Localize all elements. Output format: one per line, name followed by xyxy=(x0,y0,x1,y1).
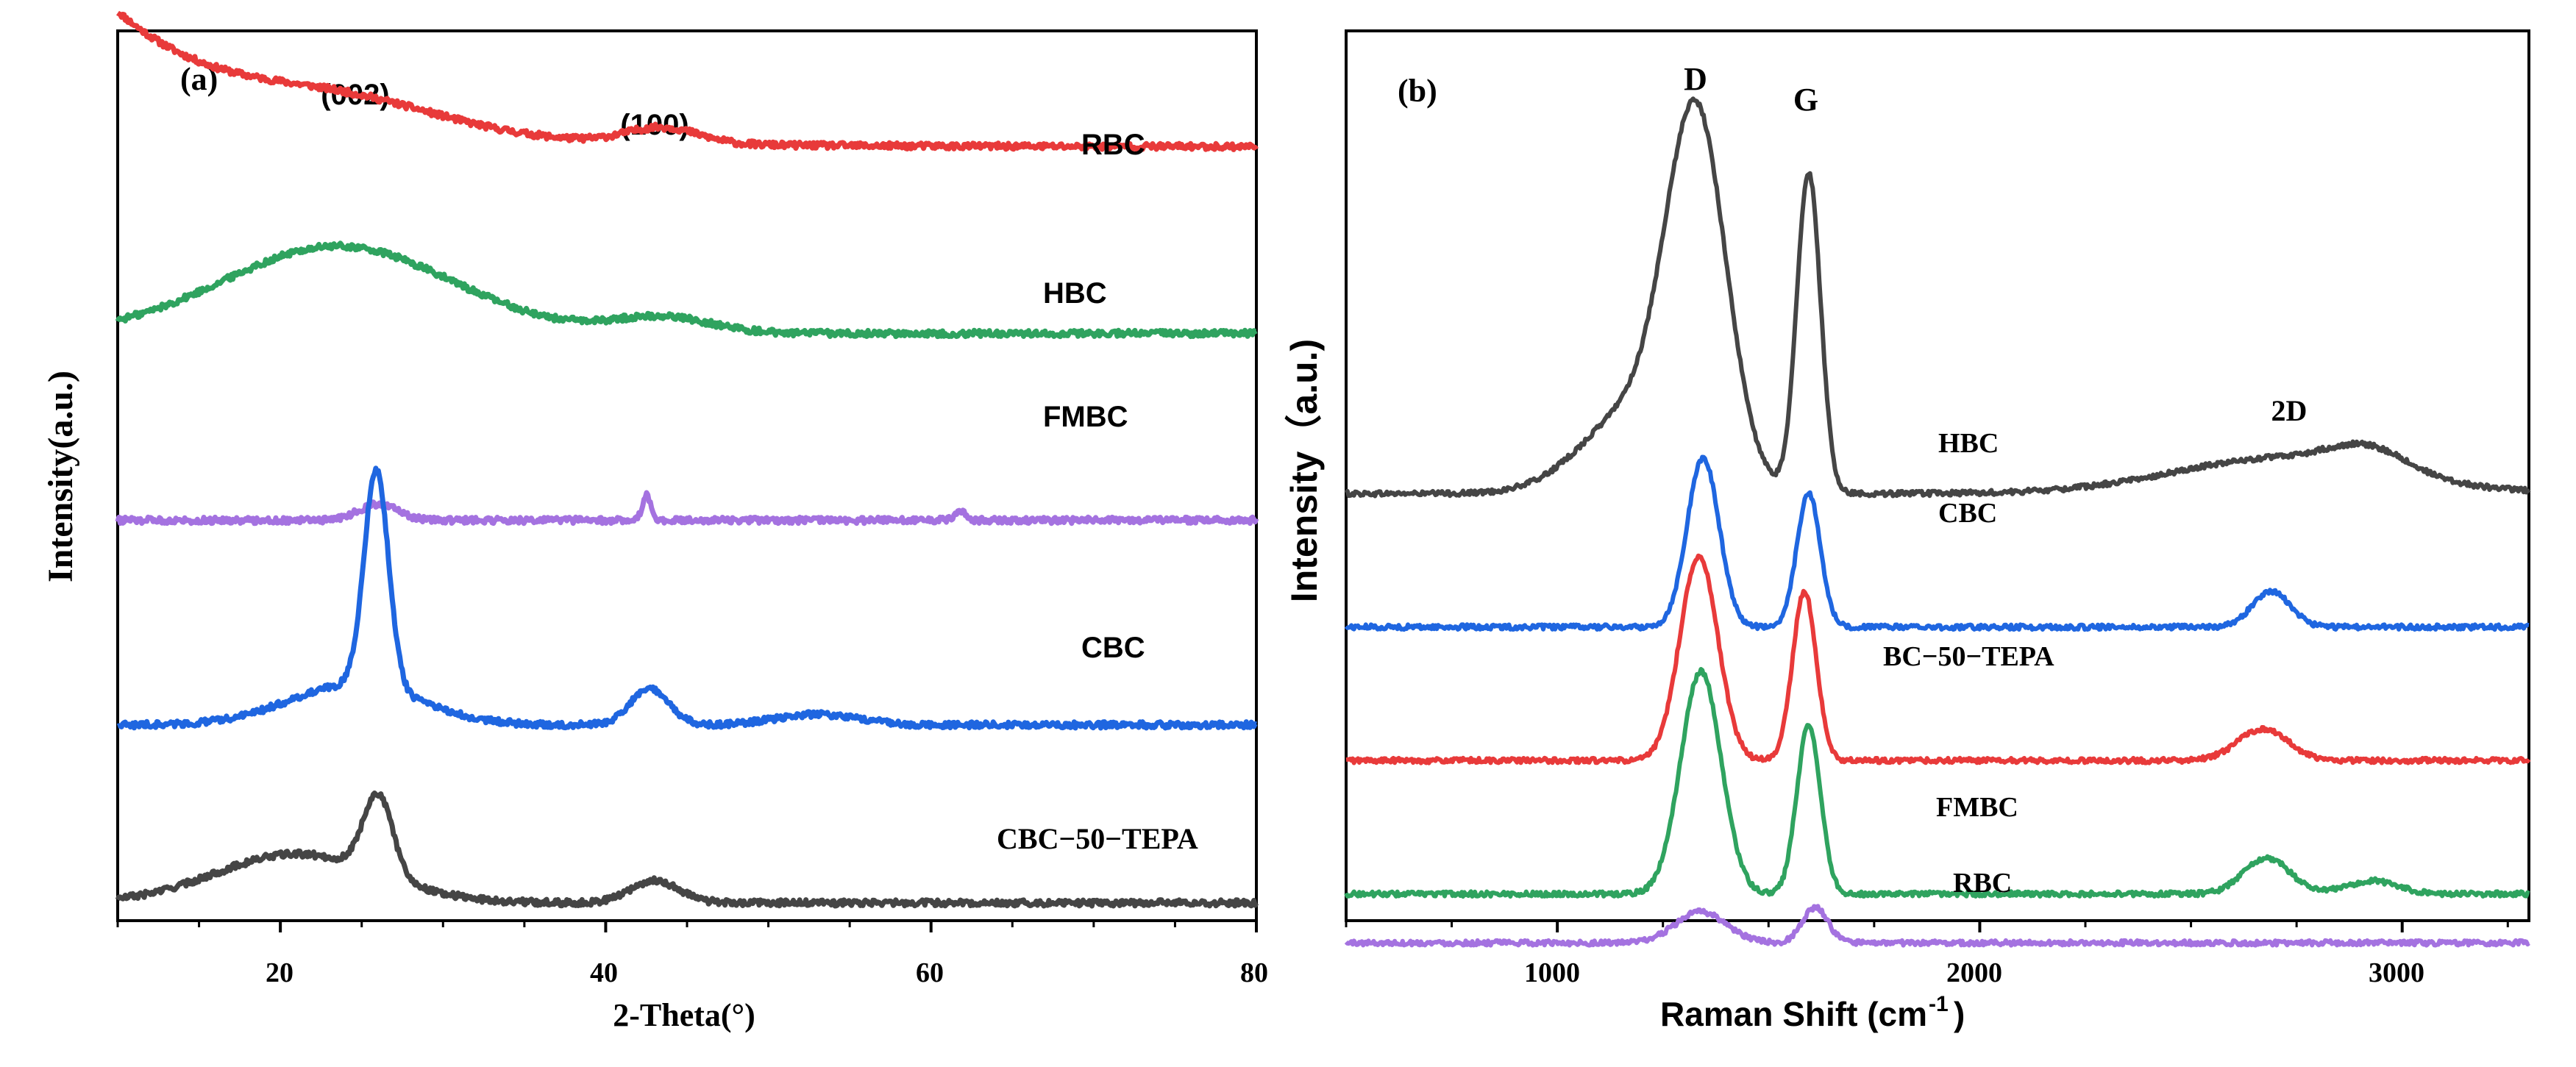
panel-b-x-axis-title-sup: -1 xyxy=(1929,992,1949,1016)
panel-a-x-axis-title: 2-Theta(°) xyxy=(613,997,755,1033)
panel-b-x-tick-label: 1000 xyxy=(1524,957,1580,988)
panel-b-series-label-cbc: CBC xyxy=(1938,498,1997,529)
panel-a-series-line-rbc xyxy=(115,10,1259,152)
panel-b-x-axis-title: Raman Shift (cm xyxy=(1660,995,1927,1033)
panel-b-frame xyxy=(1345,29,2530,922)
panel-b-series-group xyxy=(1344,96,2531,948)
panel-a-x-tick-label: 80 xyxy=(1240,957,1268,988)
panel-a-series-group xyxy=(115,10,1259,909)
panel-b-series-line-bc-50-tepa xyxy=(1345,553,2531,766)
panel-a-series-line-cbc xyxy=(116,465,1258,731)
panel-a-series-label-cbc: CBC xyxy=(1081,632,1145,664)
panel-a-x-tick-label: 40 xyxy=(590,957,618,988)
panel-b-series-label-rbc: RBC xyxy=(1953,868,2012,899)
panel-b-x-tick-label: 3000 xyxy=(2369,957,2424,988)
panel-b-series-label-fmbc: FMBC xyxy=(1936,792,2018,823)
panel-a-x-ticks xyxy=(116,921,1258,932)
panel-b-annotation-g: G xyxy=(1793,82,1818,118)
panel-a-series-line-fmbc xyxy=(115,490,1259,527)
panel-b: 1000 2000 3000 Raman Shift (cm -1 ) Inte… xyxy=(1284,29,2531,1033)
panel-b-annotation-d: D xyxy=(1684,61,1707,97)
panel-a-x-tick-label: 60 xyxy=(916,957,944,988)
panel-b-series-line-rbc xyxy=(1344,904,2530,948)
panel-b-label: (b) xyxy=(1398,73,1437,109)
panel-a-series-label-cbc-50-tepa: CBC−50−TEPA xyxy=(997,822,1198,855)
panel-a-series-label-rbc: RBC xyxy=(1081,129,1145,161)
panel-b-series-line-fmbc xyxy=(1344,667,2530,899)
panel-a-x-tick-label: 20 xyxy=(266,957,293,988)
panel-a-series-label-hbc: HBC xyxy=(1043,277,1107,310)
panel-b-series-line-hbc xyxy=(1344,96,2531,499)
panel-b-x-ticks xyxy=(1345,921,2509,932)
panel-a: 20 40 60 80 2-Theta(°) Intensity(a.u.) (… xyxy=(41,10,1268,1033)
panel-b-series-label-hbc: HBC xyxy=(1938,428,1999,459)
panel-a-series-line-hbc xyxy=(115,240,1258,340)
panel-a-frame xyxy=(116,29,1258,922)
panel-b-x-axis-title-close: ) xyxy=(1954,995,1965,1033)
panel-a-y-axis-title: Intensity(a.u.) xyxy=(41,371,80,582)
panel-b-x-tick-label: 2000 xyxy=(1946,957,2002,988)
panel-a-series-label-fmbc: FMBC xyxy=(1043,401,1128,433)
panel-b-series-label-bc-50-tepa: BC−50−TEPA xyxy=(1883,641,2054,672)
panel-b-annotation-2d: 2D xyxy=(2271,394,2308,427)
panel-a-series-line-cbc-50-tepa xyxy=(115,791,1259,909)
panel-b-y-axis-title: Intensity（a.u.) xyxy=(1284,339,1325,602)
panel-b-series-line-cbc xyxy=(1344,454,2530,632)
